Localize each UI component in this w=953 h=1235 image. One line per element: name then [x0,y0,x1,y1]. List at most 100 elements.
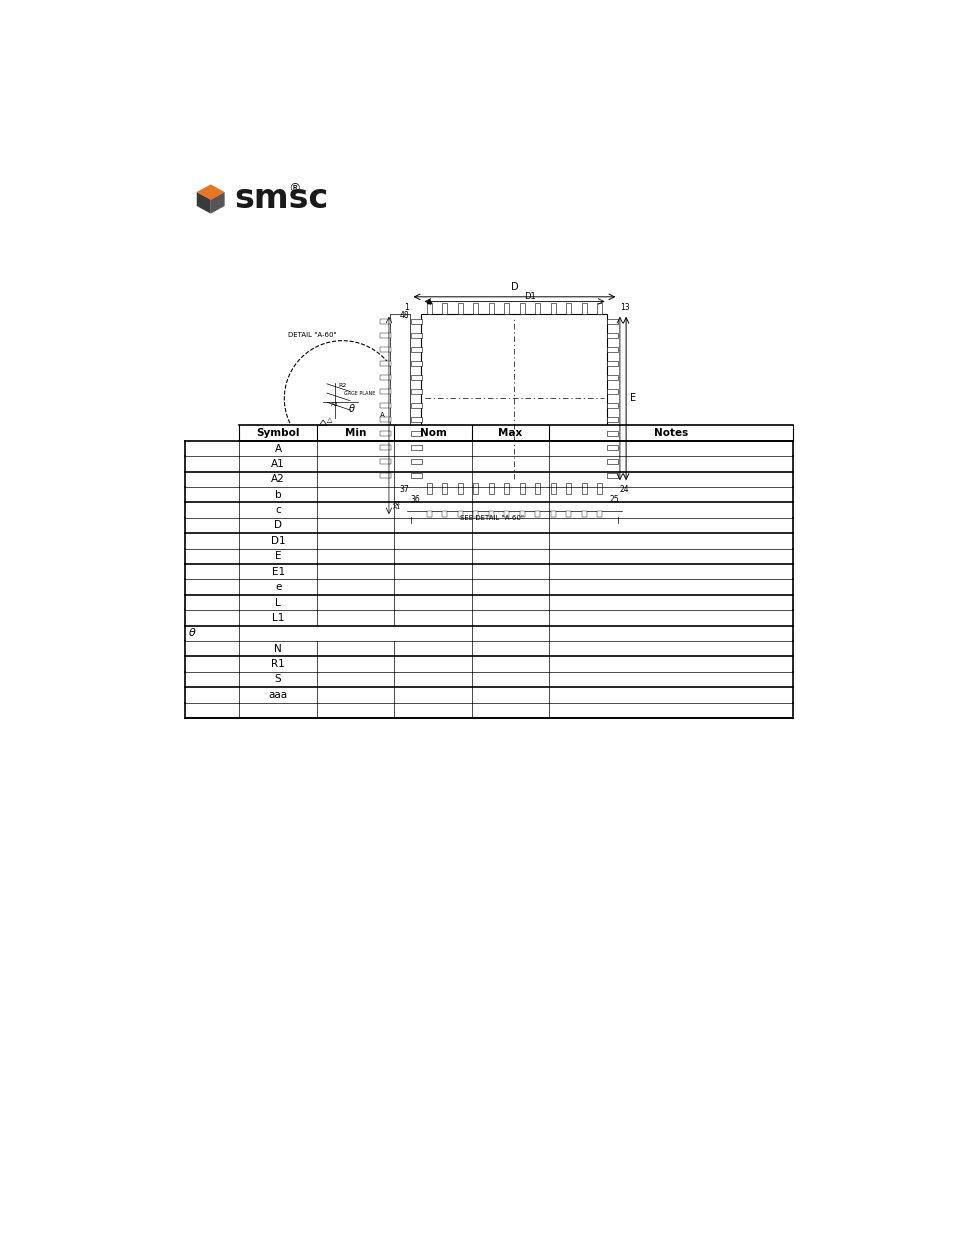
Text: SEE DETAIL "A-60": SEE DETAIL "A-60" [459,515,524,521]
Bar [488,511,494,517]
Bar [607,389,618,394]
Text: Max: Max [498,429,522,438]
Circle shape [628,509,656,536]
Bar [410,361,421,366]
Bar [607,431,618,436]
Bar [457,483,462,494]
Text: Notes: Notes [654,429,688,438]
Bar [457,511,462,517]
Bar [185,548,793,564]
Bar [379,361,390,366]
Bar [535,511,540,517]
Bar [441,511,447,517]
Text: D1: D1 [271,536,285,546]
Text: 48: 48 [399,311,409,320]
Bar [390,314,410,483]
Bar [550,303,556,314]
Text: D: D [274,520,282,531]
Bar [607,403,618,408]
Text: R2: R2 [338,383,347,388]
Bar [441,303,447,314]
Text: A2: A2 [393,500,400,505]
Bar [410,389,421,394]
Text: e: e [274,582,281,592]
Bar [185,487,793,503]
Bar [410,458,421,464]
Text: D: D [510,282,517,293]
Text: N: N [274,643,282,653]
Bar [410,374,421,380]
Bar [410,332,421,338]
Bar [565,511,571,517]
Bar [185,687,793,703]
Text: smsc: smsc [233,182,328,215]
Bar [581,303,586,314]
Bar [607,319,618,324]
Text: 37: 37 [399,484,409,494]
Bar [426,511,432,517]
Bar [607,361,618,366]
Bar [185,656,793,672]
Text: E: E [274,551,281,561]
Text: b: b [274,490,281,500]
Polygon shape [196,188,211,196]
Bar [185,595,793,610]
Bar [503,303,509,314]
Text: aaa: aaa [269,690,288,700]
Bar [379,473,390,478]
Bar [503,511,509,517]
Bar [426,303,432,314]
Bar [519,303,524,314]
Text: 1: 1 [404,304,409,312]
Bar [607,374,618,380]
Bar [565,483,571,494]
Text: 13: 13 [619,304,629,312]
Text: Symbol: Symbol [256,429,299,438]
Bar [581,511,586,517]
Bar [426,483,432,494]
Bar [185,703,793,718]
Bar [410,416,421,422]
Circle shape [284,341,400,456]
Text: c: c [275,505,281,515]
Bar [379,374,390,380]
Text: A1: A1 [393,505,400,510]
Text: △: △ [327,416,332,422]
Bar [379,347,390,352]
Bar [185,472,793,487]
Bar [410,319,421,324]
Text: S: S [274,674,281,684]
Bar [441,483,447,494]
Bar [239,425,793,441]
Bar [597,303,602,314]
Text: GAGE PLANE: GAGE PLANE [344,390,375,395]
Polygon shape [211,193,224,214]
Text: D1: D1 [523,291,536,300]
Text: E1: E1 [272,567,284,577]
Bar [185,579,793,595]
Bar [519,483,524,494]
Bar [607,473,618,478]
Bar [185,564,793,579]
Text: 36: 36 [410,495,419,504]
Bar [550,511,556,517]
Bar [410,431,421,436]
Bar [535,483,540,494]
Bar [185,672,793,687]
Bar [565,303,571,314]
Bar [473,511,478,517]
Bar [185,626,793,641]
Bar [185,610,793,626]
Bar [379,416,390,422]
Bar [185,517,793,534]
Bar [379,389,390,394]
Bar [185,456,793,472]
Text: A2: A2 [271,474,285,484]
Bar [379,445,390,450]
Bar [379,332,390,338]
Bar [488,303,494,314]
Bar [185,441,793,456]
Bar [410,445,421,450]
Text: DETAIL "A-60": DETAIL "A-60" [288,332,336,338]
Bar [410,473,421,478]
